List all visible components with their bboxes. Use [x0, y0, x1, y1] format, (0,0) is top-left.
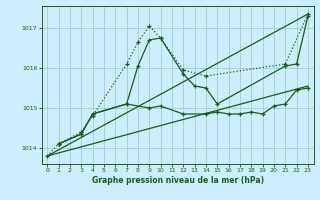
X-axis label: Graphe pression niveau de la mer (hPa): Graphe pression niveau de la mer (hPa) — [92, 176, 264, 185]
